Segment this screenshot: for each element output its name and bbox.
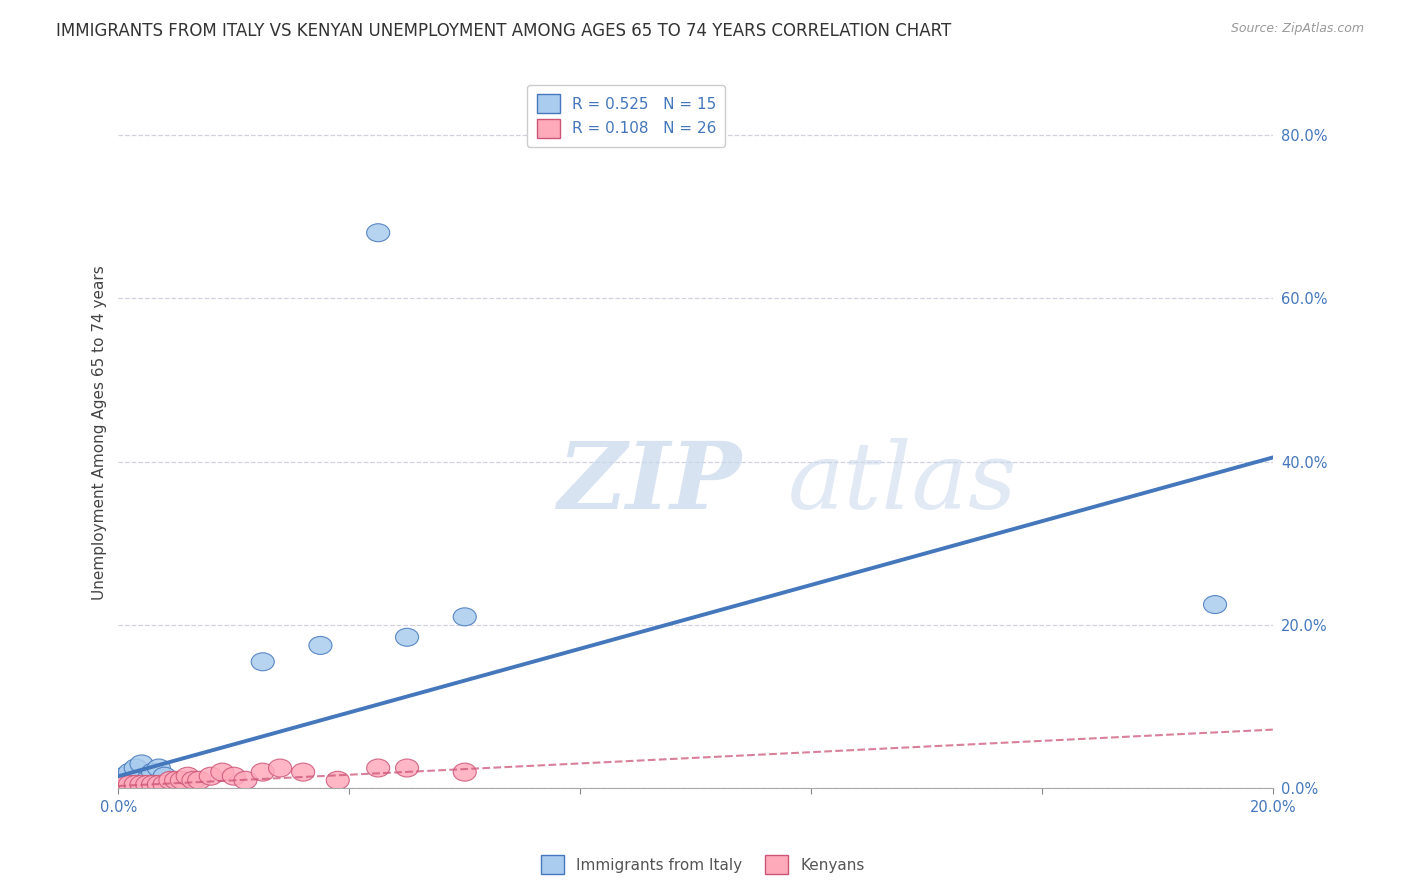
Ellipse shape <box>187 772 211 789</box>
Ellipse shape <box>129 755 153 773</box>
Ellipse shape <box>165 772 187 789</box>
Ellipse shape <box>170 772 194 789</box>
Ellipse shape <box>291 764 315 781</box>
Ellipse shape <box>453 607 477 626</box>
Ellipse shape <box>153 767 176 785</box>
Ellipse shape <box>211 764 233 781</box>
Text: ZIP: ZIP <box>557 438 741 528</box>
Text: atlas: atlas <box>787 438 1018 528</box>
Ellipse shape <box>136 772 159 789</box>
Ellipse shape <box>367 759 389 777</box>
Ellipse shape <box>159 772 181 789</box>
Ellipse shape <box>309 636 332 655</box>
Ellipse shape <box>367 224 389 242</box>
Ellipse shape <box>181 772 205 789</box>
Ellipse shape <box>176 767 200 785</box>
Ellipse shape <box>124 759 148 777</box>
Ellipse shape <box>136 775 159 793</box>
Ellipse shape <box>129 775 153 793</box>
Ellipse shape <box>200 767 222 785</box>
Ellipse shape <box>118 764 142 781</box>
Ellipse shape <box>148 775 170 793</box>
Ellipse shape <box>112 775 136 793</box>
Ellipse shape <box>252 653 274 671</box>
Ellipse shape <box>142 775 165 793</box>
Ellipse shape <box>153 775 176 793</box>
Ellipse shape <box>112 767 136 785</box>
Text: IMMIGRANTS FROM ITALY VS KENYAN UNEMPLOYMENT AMONG AGES 65 TO 74 YEARS CORRELATI: IMMIGRANTS FROM ITALY VS KENYAN UNEMPLOY… <box>56 22 952 40</box>
Ellipse shape <box>110 775 134 793</box>
Ellipse shape <box>233 772 257 789</box>
Ellipse shape <box>269 759 291 777</box>
Ellipse shape <box>142 764 165 781</box>
Ellipse shape <box>110 772 134 789</box>
Ellipse shape <box>1204 596 1226 614</box>
Ellipse shape <box>148 759 170 777</box>
Legend: Immigrants from Italy, Kenyans: Immigrants from Italy, Kenyans <box>536 849 870 880</box>
Y-axis label: Unemployment Among Ages 65 to 74 years: Unemployment Among Ages 65 to 74 years <box>93 266 107 600</box>
Text: Source: ZipAtlas.com: Source: ZipAtlas.com <box>1230 22 1364 36</box>
Ellipse shape <box>326 772 349 789</box>
Ellipse shape <box>252 764 274 781</box>
Legend: R = 0.525   N = 15, R = 0.108   N = 26: R = 0.525 N = 15, R = 0.108 N = 26 <box>527 85 725 147</box>
Ellipse shape <box>395 759 419 777</box>
Ellipse shape <box>222 767 246 785</box>
Ellipse shape <box>453 764 477 781</box>
Ellipse shape <box>395 628 419 646</box>
Ellipse shape <box>124 775 148 793</box>
Ellipse shape <box>118 775 142 793</box>
